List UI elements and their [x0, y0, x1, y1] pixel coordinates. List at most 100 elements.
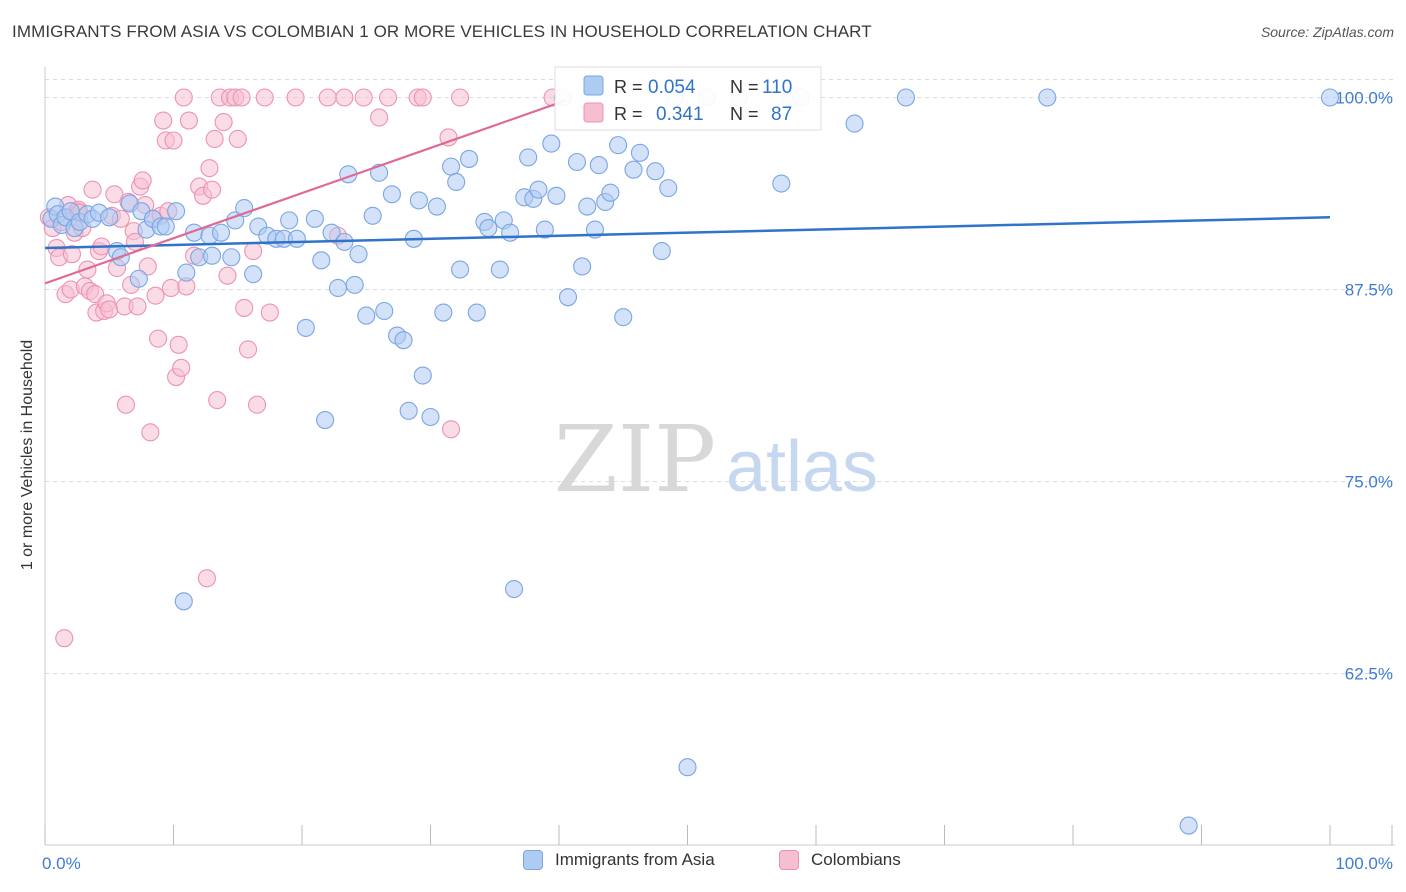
asia-point-27 [203, 246, 222, 265]
asia-point-53 [382, 185, 402, 204]
x-tick-label-min: 0.0% [42, 854, 81, 873]
colombians-point-73 [238, 340, 258, 359]
colombians-point-89 [451, 88, 470, 107]
colombians-point-67 [218, 266, 237, 285]
source-credit: Source: ZipAtlas.com [1260, 24, 1394, 40]
asia-point-20 [156, 217, 175, 236]
legend-r-label-2: R = [614, 104, 643, 124]
x-tick-label-max: 100.0% [1335, 854, 1393, 873]
asia-point-38 [287, 229, 306, 248]
asia-point-58 [409, 191, 428, 210]
asia-point-96 [659, 179, 678, 198]
colombians-point-31 [116, 395, 136, 414]
asia-point-75 [519, 148, 538, 167]
asia-point-84 [573, 257, 592, 276]
asia-point-52 [375, 301, 394, 321]
legend-r-value-1: 0.054 [648, 77, 696, 98]
asia-point-93 [630, 143, 650, 162]
colombians-point-71 [232, 88, 251, 107]
asia-point-92 [624, 160, 643, 179]
asia-point-80 [547, 186, 566, 205]
colombians-point-56 [179, 111, 198, 130]
colombians-point-46 [154, 111, 173, 130]
axes: 100.0% 87.5% 75.0% 62.5% 0.0% 100.0% [42, 67, 1395, 873]
asia-point-70 [490, 260, 509, 279]
colombians-point-53 [172, 358, 191, 377]
asia-point-44 [328, 278, 348, 298]
colombians-point-64 [208, 391, 227, 410]
legend-swatch-colombians [779, 850, 799, 870]
colombians-point-62 [203, 180, 222, 199]
colombians-point-27 [105, 185, 124, 204]
legend-label-asia: Immigrants from Asia [555, 850, 715, 869]
trend-line-asia [44, 216, 1331, 250]
y-tick-label-0: 100.0% [1335, 89, 1393, 108]
legend-n-label-2: N = [730, 104, 759, 124]
y-tick-label-3: 62.5% [1345, 665, 1393, 684]
colombians-point-40 [138, 257, 157, 276]
asia-points [42, 88, 1340, 835]
asia-point-108 [1320, 88, 1340, 107]
asia-point-73 [504, 579, 524, 599]
legend-r-value-2: 0.341 [656, 104, 704, 125]
asia-point-48 [349, 245, 368, 264]
asia-point-41 [312, 251, 331, 270]
colombians-point-63 [205, 129, 224, 149]
asia-point-64 [447, 172, 466, 192]
legend-box: R = 0.054 N = 110 R = 0.341 N = 87 [554, 66, 822, 131]
asia-point-72 [501, 223, 520, 242]
colombians-point-44 [149, 329, 168, 348]
asia-point-85 [578, 197, 597, 216]
asia-point-47 [345, 275, 364, 294]
legend-item-colombians[interactable]: Colombians [779, 850, 901, 870]
colombians-point-25 [100, 300, 119, 319]
legend-item-asia[interactable]: Immigrants from Asia [523, 850, 715, 870]
legend-swatch-pink [583, 102, 604, 123]
asia-point-91 [614, 308, 633, 327]
trend-lines [44, 99, 1331, 285]
colombians-point-86 [413, 88, 432, 107]
colombians-point-70 [228, 129, 247, 149]
colombians-point-52 [169, 335, 188, 354]
asia-point-32 [244, 265, 263, 284]
y-tick-label-1: 87.5% [1345, 281, 1393, 300]
grid-lines [45, 79, 1395, 674]
colombians-point-82 [354, 88, 373, 107]
asia-point-89 [601, 183, 620, 202]
asia-point-90 [609, 136, 628, 155]
colombians-point-72 [235, 298, 254, 317]
asia-point-105 [896, 88, 916, 107]
colombians-point-60 [197, 569, 216, 588]
asia-point-83 [567, 152, 587, 172]
asia-point-56 [399, 401, 418, 420]
colombians-point-43 [146, 286, 165, 305]
trend-line-colombians [44, 99, 566, 285]
asia-point-22 [174, 592, 193, 611]
colombians-point-84 [379, 88, 398, 107]
legend-label-colombians: Colombians [811, 850, 901, 869]
asia-point-106 [1038, 88, 1057, 107]
asia-point-15 [129, 269, 148, 288]
chart-title: IMMIGRANTS FROM ASIA VS COLOMBIAN 1 OR M… [12, 22, 872, 41]
legend-swatch-asia [523, 850, 543, 870]
asia-point-11 [100, 208, 119, 227]
asia-point-21 [167, 202, 186, 221]
asia-point-101 [772, 174, 791, 193]
asia-point-87 [589, 156, 608, 175]
asia-point-61 [427, 197, 446, 216]
colombians-point-38 [133, 171, 152, 190]
asia-point-39 [296, 318, 315, 337]
legend-swatch-blue [583, 75, 604, 96]
colombians-point-5 [55, 629, 74, 648]
colombians-point-54 [174, 88, 193, 107]
colombians-point-87 [439, 128, 458, 147]
legend-r-label-1: R = [614, 77, 643, 97]
asia-point-77 [529, 180, 548, 199]
asia-point-29 [222, 248, 241, 267]
asia-point-55 [394, 331, 413, 350]
asia-point-66 [459, 149, 479, 168]
colombians-point-78 [286, 88, 305, 107]
asia-point-69 [479, 219, 498, 238]
y-tick-label-2: 75.0% [1345, 473, 1393, 492]
